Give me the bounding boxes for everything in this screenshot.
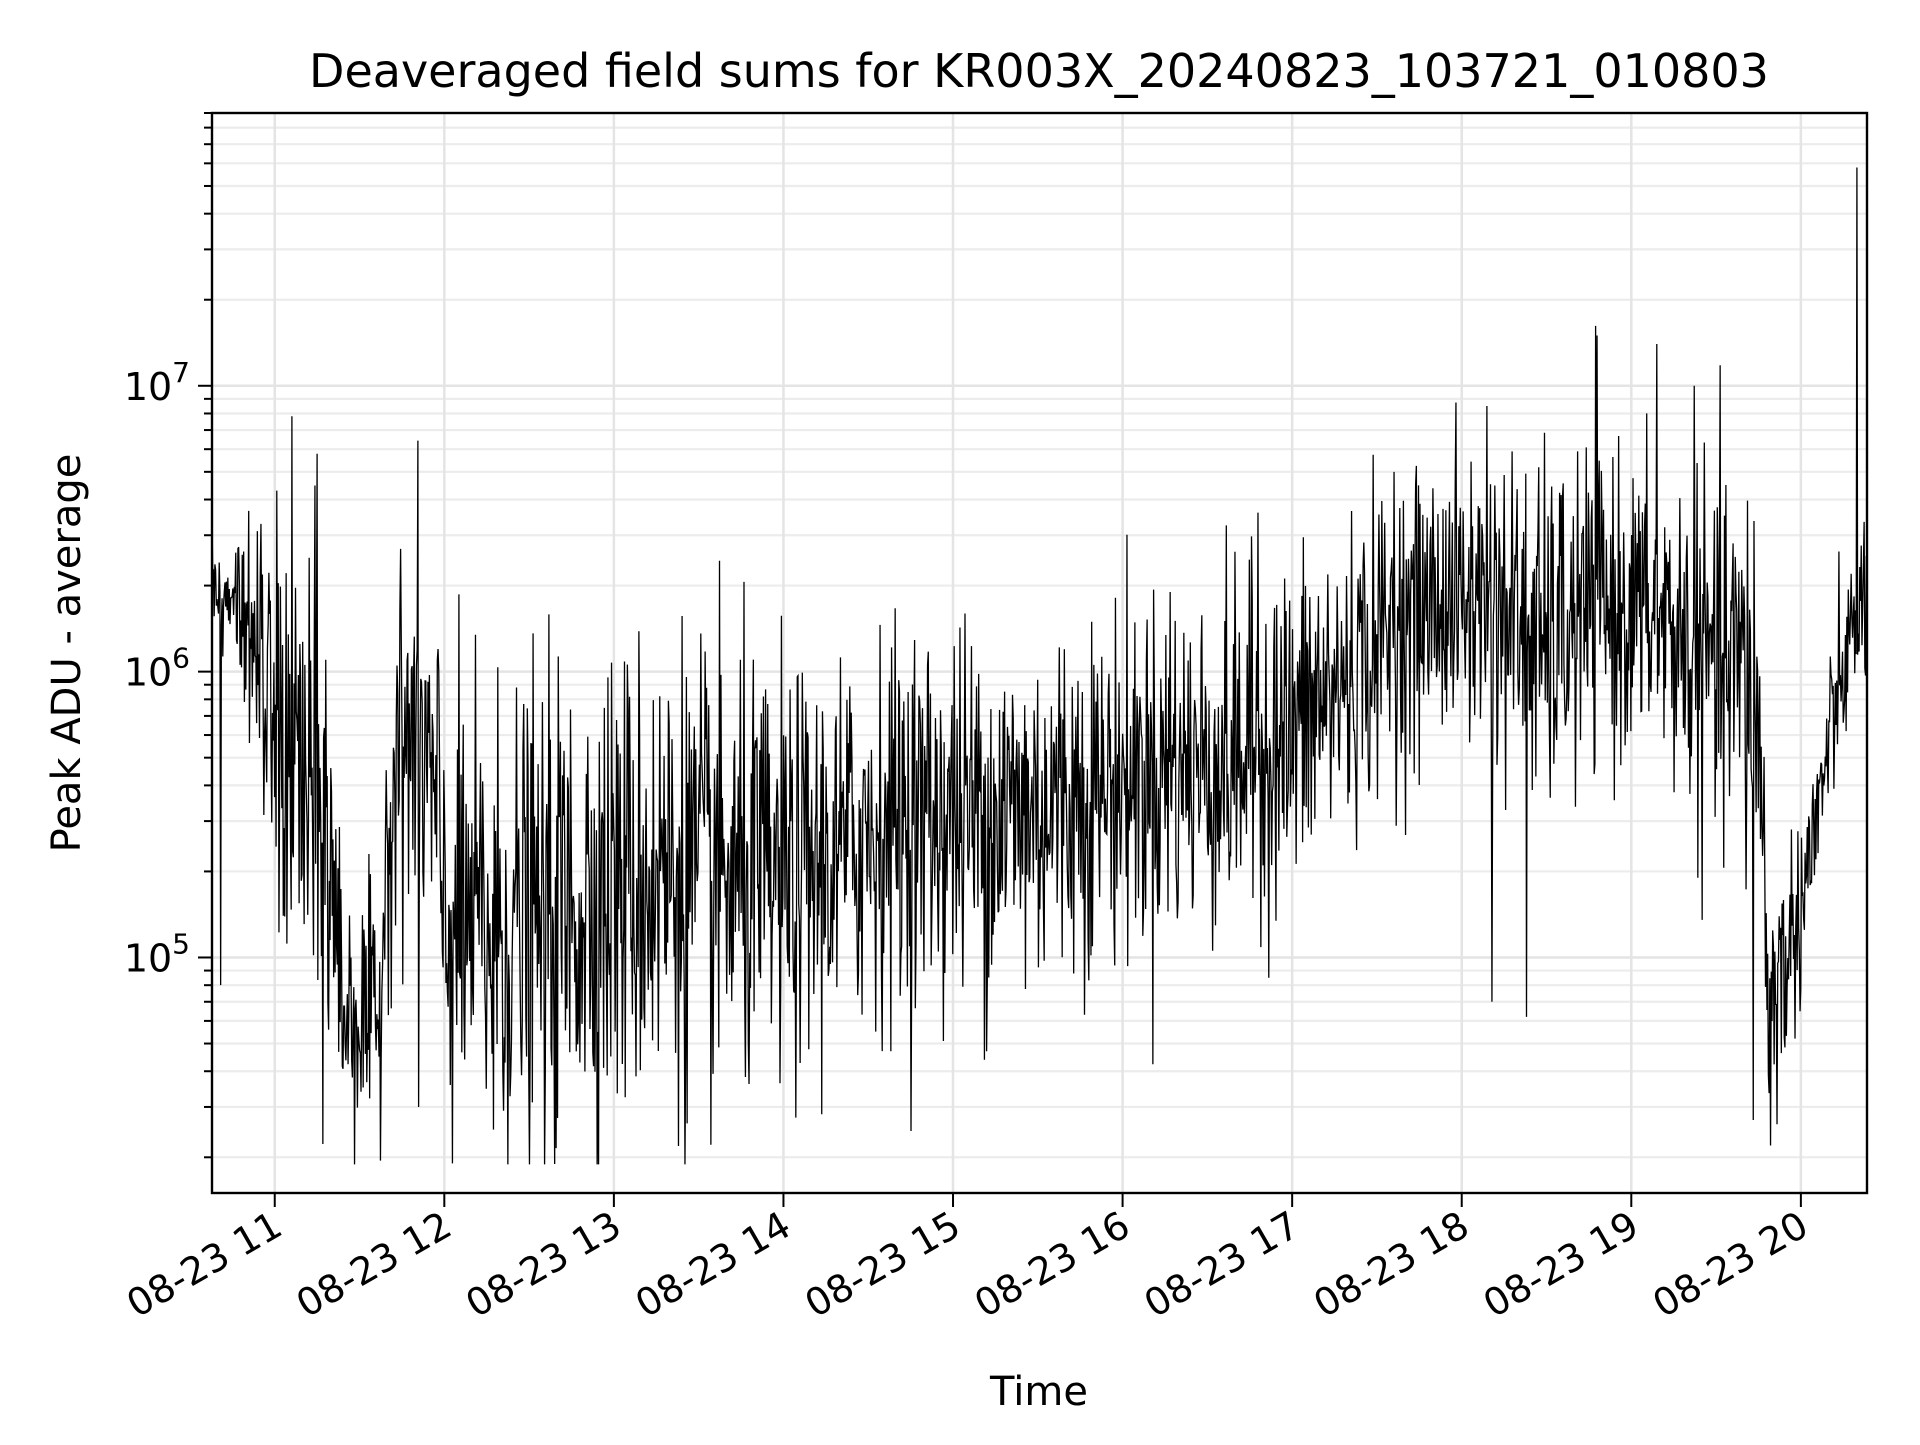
x-axis-label: Time <box>989 1369 1088 1415</box>
y-tick-label-exponent: 6 <box>172 642 190 675</box>
y-tick-label-exponent: 5 <box>172 927 190 960</box>
y-axis-label: Peak ADU - average <box>44 454 90 853</box>
y-tick-label-base: 10 <box>124 936 172 980</box>
y-tick-label-base: 10 <box>124 365 172 409</box>
y-tick-label-exponent: 7 <box>172 356 190 389</box>
data-series <box>211 167 1868 1165</box>
y-tick-label: 105 <box>124 927 190 980</box>
plot-frame <box>210 111 1869 1195</box>
series-line-field-sums <box>211 167 1868 1165</box>
y-tick-label: 106 <box>124 642 190 695</box>
y-tick-label-base: 10 <box>124 651 172 695</box>
chart-title: Deaveraged field sums for KR003X_2024082… <box>309 44 1769 98</box>
y-tick-label: 107 <box>124 356 190 409</box>
